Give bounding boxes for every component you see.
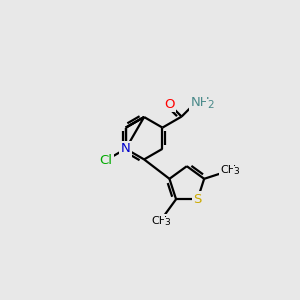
Text: Cl: Cl xyxy=(99,154,112,167)
Text: N: N xyxy=(121,142,130,155)
Text: O: O xyxy=(164,98,175,111)
Text: 2: 2 xyxy=(207,100,214,110)
Text: S: S xyxy=(193,193,202,206)
Text: CH: CH xyxy=(152,216,168,226)
Text: NH: NH xyxy=(190,96,210,109)
Text: CH: CH xyxy=(220,165,237,175)
Text: 3: 3 xyxy=(234,167,239,176)
Text: 3: 3 xyxy=(165,218,170,227)
